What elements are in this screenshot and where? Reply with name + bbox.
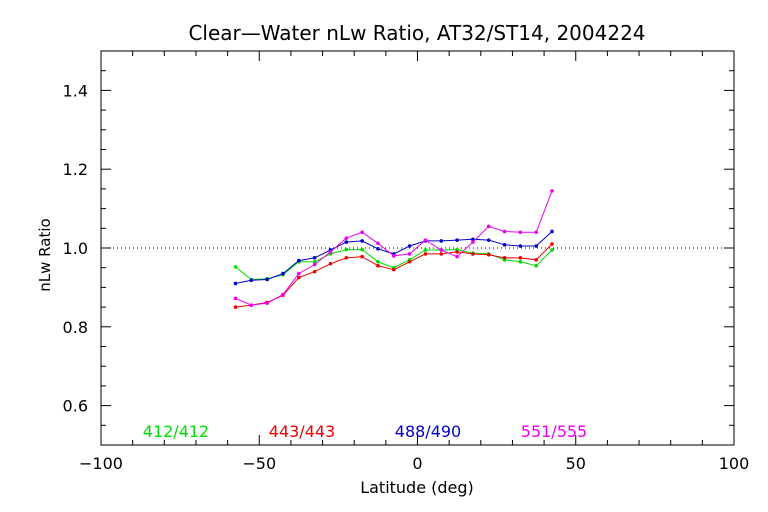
data-point [518,256,523,260]
data-point [376,241,380,246]
data-point [455,238,459,242]
data-point [439,239,444,243]
data-point [407,244,412,248]
data-point [502,243,507,247]
data-point [518,244,523,248]
data-point [360,254,364,259]
data-point [518,230,523,235]
data-point [376,246,380,251]
legend-label: 551/555 [521,422,587,441]
data-point [423,252,428,256]
data-point [233,265,238,269]
data-point [550,248,554,252]
data-point [312,259,317,264]
data-point [518,259,523,264]
data-point [534,258,538,262]
data-point [281,271,285,276]
data-point [486,252,491,257]
data-point [486,224,491,229]
data-point [297,275,301,280]
data-point [344,256,349,260]
data-point [297,258,301,263]
y-tick-label: 1.0 [63,239,88,258]
data-point [360,230,364,235]
data-point [249,303,254,307]
data-point [439,248,444,252]
y-tick-label: 0.6 [63,397,88,416]
data-point [550,229,554,234]
y-tick-label: 0.8 [63,318,88,337]
data-point [471,237,475,242]
data-point [233,296,238,301]
data-point [423,238,428,242]
data-point [360,239,364,243]
legend-label: 488/490 [395,422,461,441]
data-point [281,292,285,297]
x-axis-label: Latitude (deg) [360,478,474,497]
data-point [534,230,538,235]
data-point [312,262,317,267]
data-point [550,189,554,193]
x-tick-label: 100 [719,454,750,473]
x-tick-label: 0 [412,454,422,473]
data-point [344,240,349,244]
series-3 [233,189,554,307]
chart-title: Clear—Water nLw Ratio, AT32/ST14, 200422… [188,21,645,45]
data-point [391,267,396,272]
y-axis-label: nLw Ratio [36,218,54,291]
data-point [344,236,349,240]
data-point [233,305,238,309]
data-point [233,281,238,286]
data-point [376,263,380,268]
data-point [344,247,349,252]
data-point [455,250,459,254]
data-point [265,277,269,282]
y-tick-label: 1.4 [63,81,88,100]
data-point [502,229,507,234]
data-point [407,252,412,256]
data-point [455,254,459,259]
x-tick-label: −50 [242,454,276,473]
data-point [502,256,507,260]
data-point [297,271,301,276]
data-point [471,240,475,244]
data-point [534,244,538,248]
legend-label: 443/443 [269,422,335,441]
data-point [328,261,333,266]
data-point [312,269,317,274]
y-tick-label: 1.2 [63,160,88,179]
data-point [265,301,269,305]
data-point [312,256,317,260]
data-point [486,238,491,242]
data-point [471,252,475,256]
data-point [423,248,428,252]
data-point [391,254,396,258]
data-point [249,278,254,283]
legend-label: 412/412 [143,422,209,441]
data-point [550,242,554,246]
series-2 [233,229,554,286]
data-point [328,250,333,254]
data-point [376,259,380,264]
x-tick-label: −100 [79,454,123,473]
data-point [439,252,444,256]
x-tick-label: 50 [566,454,586,473]
data-point [534,263,538,268]
data-point [360,247,364,252]
data-point [407,259,412,264]
